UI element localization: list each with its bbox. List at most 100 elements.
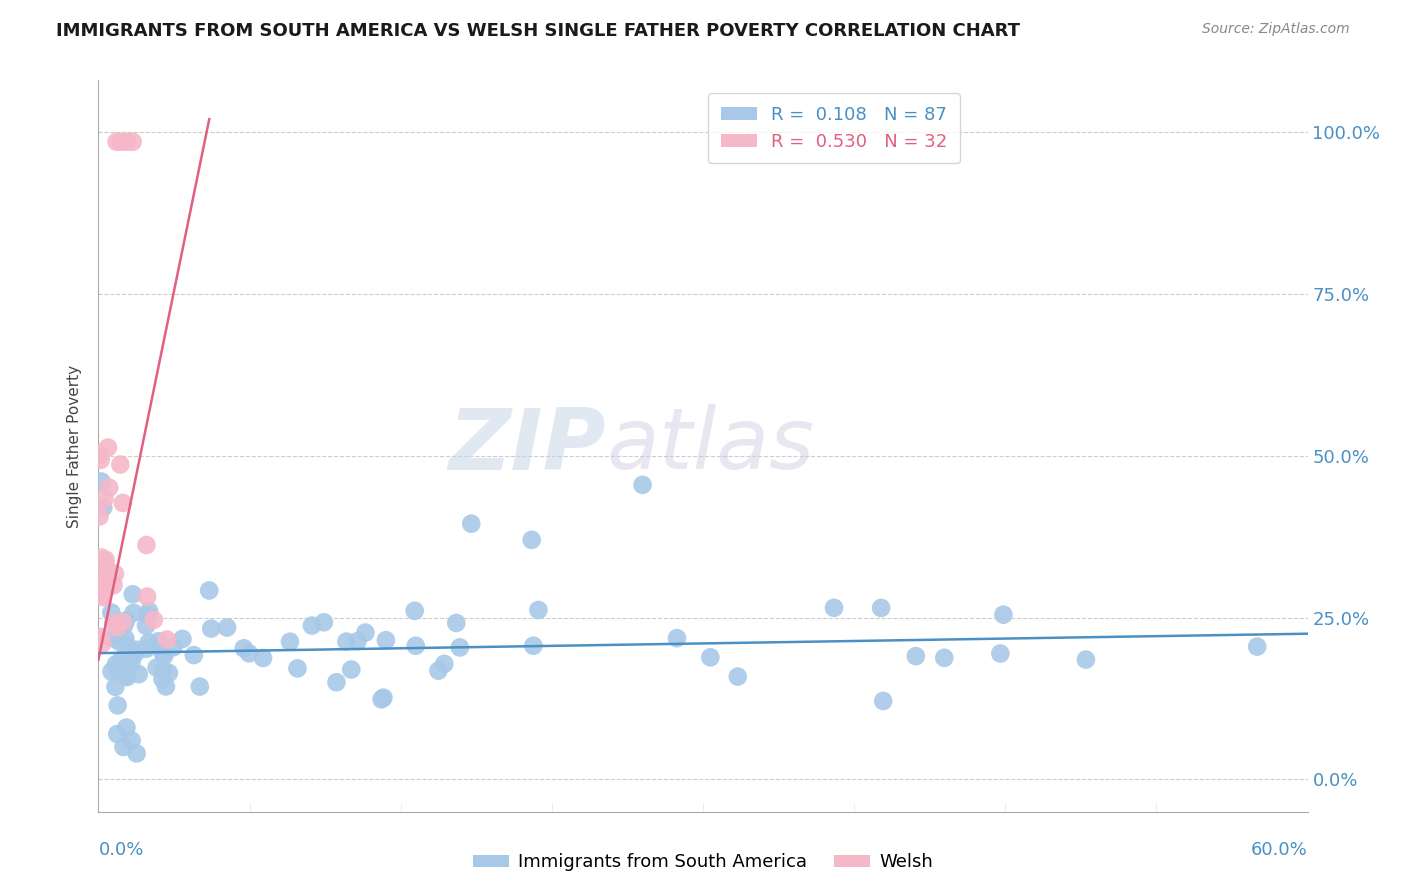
Point	[162, 640, 184, 655]
Point	[904, 649, 927, 664]
Point	[107, 698, 129, 713]
Text: atlas: atlas	[606, 404, 814, 488]
Point	[136, 608, 159, 623]
Point	[1246, 640, 1268, 654]
Point	[287, 661, 309, 675]
Point	[325, 675, 347, 690]
Point	[138, 604, 160, 618]
Point	[90, 475, 112, 489]
Legend: Immigrants from South America, Welsh: Immigrants from South America, Welsh	[465, 847, 941, 879]
Point	[433, 657, 456, 671]
Point	[101, 631, 124, 645]
Legend: R =  0.108   N = 87, R =  0.530   N = 32: R = 0.108 N = 87, R = 0.530 N = 32	[707, 93, 960, 163]
Point	[988, 647, 1011, 661]
Point	[520, 533, 543, 547]
Point	[115, 670, 138, 684]
Point	[446, 615, 468, 630]
Point	[91, 500, 114, 515]
Point	[727, 670, 749, 684]
Point	[142, 613, 165, 627]
Point	[97, 563, 120, 577]
Point	[110, 458, 132, 472]
Point	[104, 566, 127, 581]
Point	[115, 135, 138, 149]
Point	[157, 665, 180, 680]
Point	[665, 631, 688, 645]
Point	[699, 650, 721, 665]
Point	[111, 496, 134, 510]
Point	[111, 615, 134, 629]
Point	[121, 587, 143, 601]
Point	[405, 639, 427, 653]
Point	[90, 550, 112, 565]
Point	[1074, 652, 1097, 666]
Point	[110, 135, 132, 149]
Point	[252, 651, 274, 665]
Point	[94, 553, 117, 567]
Point	[527, 603, 550, 617]
Point	[152, 646, 174, 660]
Point	[198, 583, 221, 598]
Point	[91, 589, 114, 603]
Point	[200, 622, 222, 636]
Point	[631, 478, 654, 492]
Point	[107, 662, 129, 676]
Point	[108, 635, 131, 649]
Point	[153, 648, 176, 663]
Point	[135, 641, 157, 656]
Point	[404, 604, 426, 618]
Point	[115, 721, 138, 735]
Point	[232, 641, 254, 656]
Point	[340, 663, 363, 677]
Point	[155, 680, 177, 694]
Point	[91, 570, 114, 584]
Point	[145, 660, 167, 674]
Point	[354, 625, 377, 640]
Text: IMMIGRANTS FROM SOUTH AMERICA VS WELSH SINGLE FATHER POVERTY CORRELATION CHART: IMMIGRANTS FROM SOUTH AMERICA VS WELSH S…	[56, 22, 1021, 40]
Point	[370, 692, 392, 706]
Point	[91, 636, 114, 650]
Point	[128, 667, 150, 681]
Point	[346, 634, 368, 648]
Point	[138, 635, 160, 649]
Point	[870, 601, 893, 615]
Point	[993, 607, 1015, 622]
Point	[89, 447, 111, 461]
Point	[152, 672, 174, 686]
Text: ZIP: ZIP	[449, 404, 606, 488]
Point	[217, 621, 239, 635]
Point	[112, 618, 135, 632]
Point	[114, 632, 136, 646]
Point	[152, 663, 174, 677]
Text: 60.0%: 60.0%	[1251, 841, 1308, 859]
Point	[183, 648, 205, 662]
Point	[100, 606, 122, 620]
Point	[427, 664, 450, 678]
Point	[105, 135, 128, 149]
Point	[188, 680, 211, 694]
Point	[125, 642, 148, 657]
Point	[823, 600, 845, 615]
Point	[90, 453, 112, 467]
Point	[115, 668, 138, 682]
Point	[124, 646, 146, 660]
Point	[238, 646, 260, 660]
Point	[94, 556, 117, 570]
Point	[156, 632, 179, 647]
Point	[135, 538, 157, 552]
Point	[97, 441, 120, 455]
Point	[100, 665, 122, 679]
Point	[105, 727, 128, 741]
Point	[115, 639, 138, 653]
Point	[136, 590, 159, 604]
Point	[449, 640, 471, 655]
Point	[112, 739, 135, 754]
Text: 0.0%: 0.0%	[98, 841, 143, 859]
Point	[104, 680, 127, 694]
Y-axis label: Single Father Poverty: Single Father Poverty	[67, 365, 83, 527]
Point	[373, 690, 395, 705]
Point	[98, 481, 121, 495]
Point	[117, 655, 139, 669]
Point	[93, 491, 115, 506]
Point	[934, 650, 956, 665]
